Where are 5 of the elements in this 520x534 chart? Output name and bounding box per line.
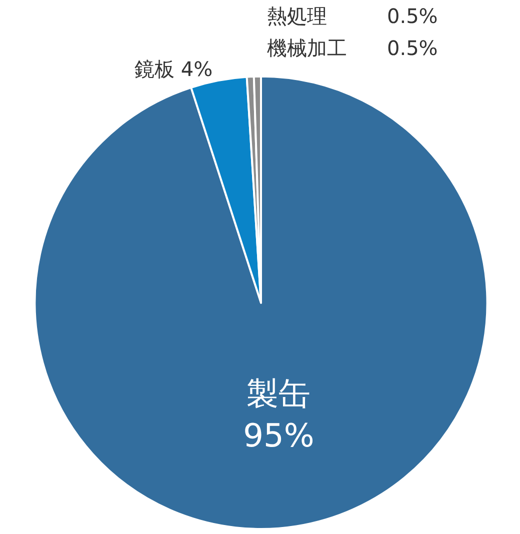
slice-label: 鏡板 4%	[134, 56, 213, 81]
data-label: 95%	[243, 416, 314, 454]
slice-label: 機械加工 0.5%	[267, 36, 438, 60]
slice-label: 熱処理 0.5%	[267, 4, 438, 28]
slice-label: 製缶	[246, 374, 311, 413]
